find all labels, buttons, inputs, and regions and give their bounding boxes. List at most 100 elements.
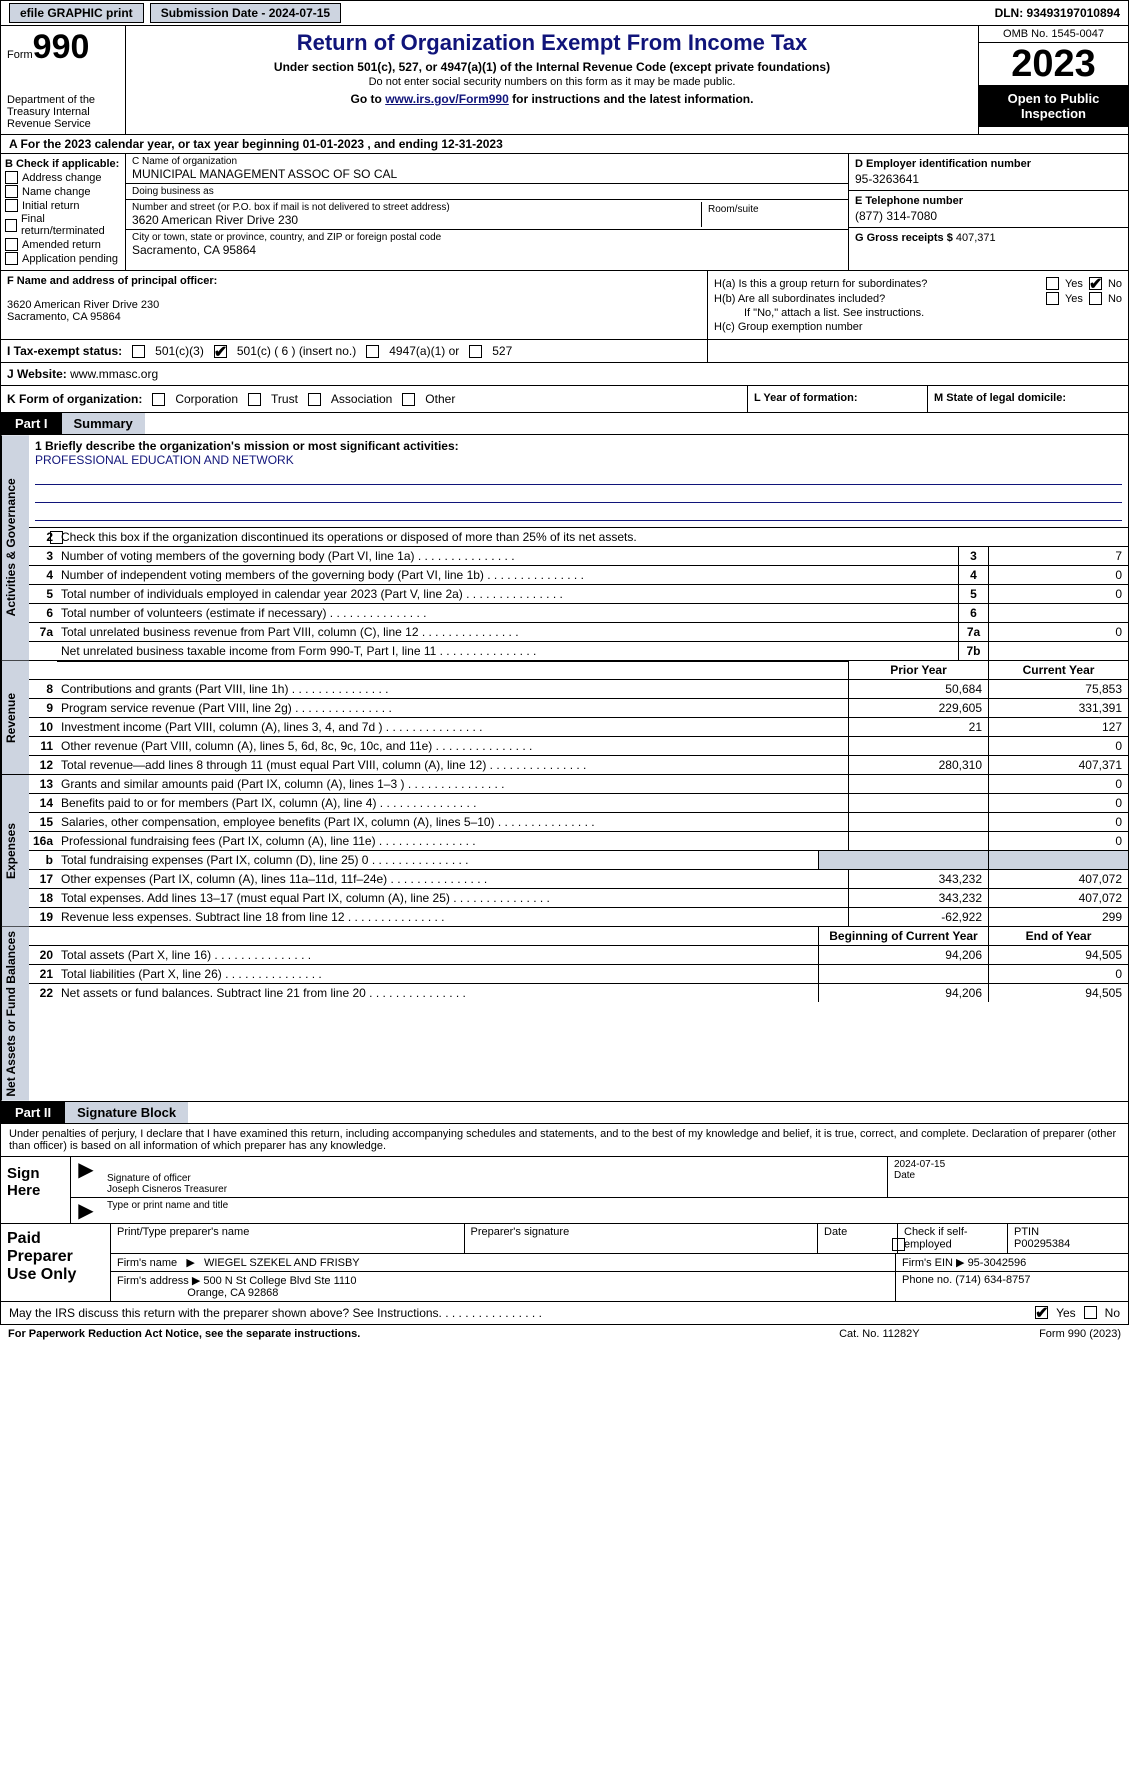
chk-assoc[interactable] [308, 393, 321, 406]
chk-trust[interactable] [248, 393, 261, 406]
prior-year: 50,684 [848, 680, 988, 698]
hdr-prior-year: Prior Year [848, 661, 988, 679]
current-year: 0 [988, 813, 1128, 831]
city-hint: City or town, state or province, country… [132, 232, 842, 243]
hc-value [708, 340, 1128, 362]
ha-no[interactable] [1089, 277, 1102, 290]
col-f-officer: F Name and address of principal officer:… [1, 271, 708, 339]
current-year: 299 [988, 908, 1128, 926]
city: Sacramento, CA 95864 [132, 243, 842, 257]
chk-initial-return[interactable] [5, 199, 18, 212]
sig-officer-label: Signature of officer [107, 1173, 191, 1184]
perjury-statement: Under penalties of perjury, I declare th… [0, 1124, 1129, 1157]
mission-text: PROFESSIONAL EDUCATION AND NETWORK [35, 453, 1122, 467]
chk-4947[interactable] [366, 345, 379, 358]
line-desc: Total revenue—add lines 8 through 11 (mu… [57, 756, 848, 774]
current-year: 407,072 [988, 889, 1128, 907]
current-year: 127 [988, 718, 1128, 736]
line-value: 0 [988, 585, 1128, 603]
irs-link[interactable]: www.irs.gov/Form990 [385, 92, 509, 106]
line-value: 7 [988, 547, 1128, 565]
year-formation: L Year of formation: [754, 392, 858, 404]
line-desc: Other revenue (Part VIII, column (A), li… [57, 737, 848, 755]
line-desc: Contributions and grants (Part VIII, lin… [57, 680, 848, 698]
chk-527[interactable] [469, 345, 482, 358]
irs-yes[interactable] [1035, 1306, 1048, 1319]
part1-header: Part I Summary [0, 413, 1129, 435]
ptin-hdr: PTIN [1014, 1226, 1039, 1238]
hb-no[interactable] [1089, 292, 1102, 305]
firm-addr2: Orange, CA 92868 [187, 1287, 278, 1299]
form-number: 990 [33, 28, 90, 66]
chk-self-employed[interactable] [892, 1238, 905, 1251]
section-rev: Revenue Prior YearCurrent Year 8Contribu… [0, 661, 1129, 775]
sign-date: 2024-07-15 [894, 1159, 945, 1170]
ein-label: D Employer identification number [855, 158, 1122, 170]
ha-yes[interactable] [1046, 277, 1059, 290]
gross-receipts: 407,371 [956, 232, 996, 244]
current-year: 0 [988, 832, 1128, 850]
section-net: Net Assets or Fund Balances Beginning of… [0, 927, 1129, 1102]
officer-name: Joseph Cisneros Treasurer [107, 1184, 227, 1195]
phone-label: Phone no. [902, 1274, 952, 1286]
end-year: 94,505 [988, 946, 1128, 964]
prior-year: 21 [848, 718, 988, 736]
sign-block: Sign Here ▶ Signature of officerJoseph C… [0, 1157, 1129, 1224]
current-year: 0 [988, 775, 1128, 793]
officer-addr1: 3620 American River Drive 230 [7, 299, 701, 311]
chk-discontinued[interactable] [50, 531, 63, 544]
form-label: Form [7, 49, 33, 61]
chk-501c3[interactable] [132, 345, 145, 358]
hb-yes[interactable] [1046, 292, 1059, 305]
chk-address-change[interactable] [5, 171, 18, 184]
row-a-period: A For the 2023 calendar year, or tax yea… [0, 135, 1129, 154]
org-name: MUNICIPAL MANAGEMENT ASSOC OF SO CAL [132, 167, 842, 181]
ha-label: H(a) Is this a group return for subordin… [714, 278, 1046, 290]
chk-name-change[interactable] [5, 185, 18, 198]
hc-label: H(c) Group exemption number [714, 321, 863, 333]
hdr-current-year: Current Year [988, 661, 1128, 679]
vtab-net: Net Assets or Fund Balances [1, 927, 29, 1101]
chk-501c[interactable] [214, 345, 227, 358]
omb-number: OMB No. 1545-0047 [979, 26, 1128, 43]
current-year: 0 [988, 737, 1128, 755]
submission-date: Submission Date - 2024-07-15 [150, 3, 341, 23]
col-h-group: H(a) Is this a group return for subordin… [708, 271, 1128, 339]
line-desc: Salaries, other compensation, employee b… [57, 813, 848, 831]
firm-ein-label: Firm's EIN [902, 1257, 953, 1269]
begin-year: 94,206 [818, 984, 988, 1002]
efile-button[interactable]: efile GRAPHIC print [9, 3, 144, 23]
chk-amended[interactable] [5, 238, 18, 251]
chk-final-return[interactable] [5, 219, 17, 232]
firm-phone: (714) 634-8757 [955, 1274, 1030, 1286]
arrow-icon: ▶ [71, 1198, 101, 1223]
mission-label: 1 Briefly describe the organization's mi… [35, 439, 459, 453]
line-desc: Total liabilities (Part X, line 26) [57, 965, 818, 983]
chk-other[interactable] [402, 393, 415, 406]
prior-year: 343,232 [848, 870, 988, 888]
irs-discuss-q: May the IRS discuss this return with the… [9, 1306, 442, 1320]
prep-date-hdr: Date [818, 1224, 898, 1253]
prep-name-hdr: Print/Type preparer's name [111, 1224, 465, 1253]
firm-name: WIEGEL SZEKEL AND FRISBY [204, 1257, 360, 1269]
type-name-label: Type or print name and title [107, 1200, 228, 1211]
line-desc: Number of independent voting members of … [57, 566, 958, 584]
irs-no[interactable] [1084, 1306, 1097, 1319]
line-desc: Grants and similar amounts paid (Part IX… [57, 775, 848, 793]
chk-app-pending[interactable] [5, 252, 18, 265]
line-value: 0 [988, 623, 1128, 641]
prior-year [848, 794, 988, 812]
section-ag: Activities & Governance 1 Briefly descri… [0, 435, 1129, 661]
form-subtitle: Under section 501(c), 527, or 4947(a)(1)… [132, 60, 972, 74]
prior-year [848, 775, 988, 793]
current-year: 407,072 [988, 870, 1128, 888]
part2-tag: Part II [1, 1102, 65, 1123]
row-j: J Website: www.mmasc.org [0, 363, 1129, 386]
chk-corp[interactable] [152, 393, 165, 406]
row-i: I Tax-exempt status: 501(c)(3) 501(c) ( … [0, 340, 1129, 363]
current-year: 0 [988, 794, 1128, 812]
part1-tag: Part I [1, 413, 62, 434]
tax-year: 2023 [979, 43, 1128, 85]
prep-sig-hdr: Preparer's signature [465, 1224, 819, 1253]
dba-hint: Doing business as [132, 186, 842, 197]
